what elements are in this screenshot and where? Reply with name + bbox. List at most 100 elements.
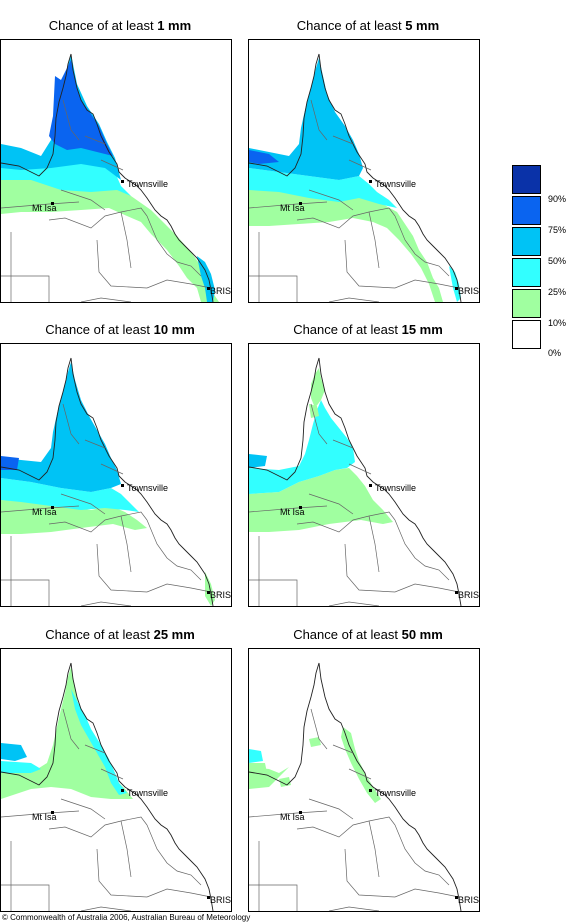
district-boundary [100,463,124,475]
district-boundary [146,519,202,581]
townsville-marker [369,484,372,487]
rainfall-map: Townsville Mt Isa BRIS [0,39,232,303]
mt-isa-marker [51,202,54,205]
legend-label-25: 25% [548,287,567,297]
legend-swatch-0-10 [512,320,541,349]
district-boundary [80,297,132,302]
district-boundary [348,768,372,780]
district-boundary [249,201,328,209]
queensland-map: Townsville Mt Isa BRIS [249,53,479,302]
district-boundary [146,824,202,886]
rainfall-probability-region [1,178,219,302]
rainfall-map: Townsville Mt Isa BRIS [0,343,232,607]
place-label-mt-isa: Mt Isa [280,507,305,517]
district-boundary [296,511,396,533]
district-boundary [328,601,380,606]
rainfall-probability-region [197,256,215,302]
panel-title-amount: 15 mm [401,322,443,337]
district-boundary [310,708,328,750]
district-boundary [249,275,298,302]
place-label-brisbane: BRIS [210,286,231,296]
rainfall-probability-region [311,368,325,408]
mt-isa-marker [299,506,302,509]
queensland-map: Townsville Mt Isa BRIS [1,357,231,606]
coastline [249,357,462,606]
place-label-mt-isa: Mt Isa [32,203,57,213]
legend-swatch-50-75 [512,227,541,256]
district-boundary [310,99,328,141]
rainfall-probability-region [1,362,121,492]
district-boundary [394,215,450,277]
district-boundary [48,207,148,229]
rainfall-probability-region [249,168,397,208]
panel-title: Chance of at least 5 mm [248,18,488,34]
rainfall-map: Townsville Mt Isa BRIS [0,648,232,912]
rainfall-probability-region [249,454,267,468]
district-boundary [80,906,132,911]
district-boundary [296,816,396,838]
brisbane-marker [455,591,458,594]
legend-swatch-25-50 [512,258,541,287]
district-boundary [120,515,132,573]
rainfall-probability-region [249,763,267,775]
rainfall-probability-region [49,60,113,156]
place-label-mt-isa: Mt Isa [280,203,305,213]
panel-title: Chance of at least 1 mm [0,18,240,34]
rainfall-probability-region [1,478,139,512]
panel-title-prefix: Chance of at least [45,627,150,642]
district-boundary [48,511,148,533]
rainfall-probability-region [249,468,393,532]
district-boundary [96,239,212,289]
coastline [249,53,462,302]
district-boundary [84,439,106,449]
rainfall-probability-region [249,150,279,164]
place-label-townsville: Townsville [375,483,416,493]
legend-swatch-90-100 [512,165,541,194]
district-boundary [368,515,380,573]
district-boundary [249,505,328,513]
rainfall-probability-region [1,667,133,799]
townsville-marker [121,484,124,487]
place-label-townsville: Townsville [375,788,416,798]
legend-label-0: 0% [548,348,562,358]
legend-label-75: 75% [548,225,567,235]
copyright-notice: © Commonwealth of Australia 2006, Austra… [2,913,251,922]
townsville-marker [121,789,124,792]
rainfall-probability-region [249,749,263,763]
district-boundary [348,463,372,475]
place-label-townsville: Townsville [127,788,168,798]
rainfall-probability-region [249,188,443,302]
district-boundary [310,403,328,445]
district-boundary [60,189,106,211]
place-label-brisbane: BRIS [458,286,479,296]
place-label-brisbane: BRIS [458,590,479,600]
rainfall-map: Townsville Mt Isa BRIS [248,39,480,303]
district-boundary [308,798,354,820]
queensland-map: Townsville Mt Isa BRIS [249,357,479,606]
panel-title-prefix: Chance of at least [296,18,402,33]
district-boundary [100,768,124,780]
place-label-brisbane: BRIS [210,590,231,600]
rainfall-probability-region [1,761,41,773]
coastline [1,662,214,911]
brisbane-marker [455,896,458,899]
queensland-map: Townsville Mt Isa BRIS [1,53,231,302]
panel-title: Chance of at least 25 mm [0,627,240,643]
district-boundary [328,297,380,302]
district-boundary [62,403,80,445]
mt-isa-marker [299,202,302,205]
panel-title-prefix: Chance of at least [45,322,150,337]
legend-label-50: 50% [548,256,567,266]
place-label-brisbane: BRIS [210,895,231,905]
queensland-map: Townsville Mt Isa BRIS [1,662,231,911]
district-boundary [344,239,460,289]
district-boundary [368,820,380,878]
district-boundary [332,744,354,754]
panel-title: Chance of at least 50 mm [248,627,488,643]
brisbane-marker [207,591,210,594]
district-boundary [348,159,372,171]
district-boundary [146,215,202,277]
district-boundary [1,201,80,209]
legend-label-10: 10% [548,318,567,328]
district-boundary [84,744,106,754]
